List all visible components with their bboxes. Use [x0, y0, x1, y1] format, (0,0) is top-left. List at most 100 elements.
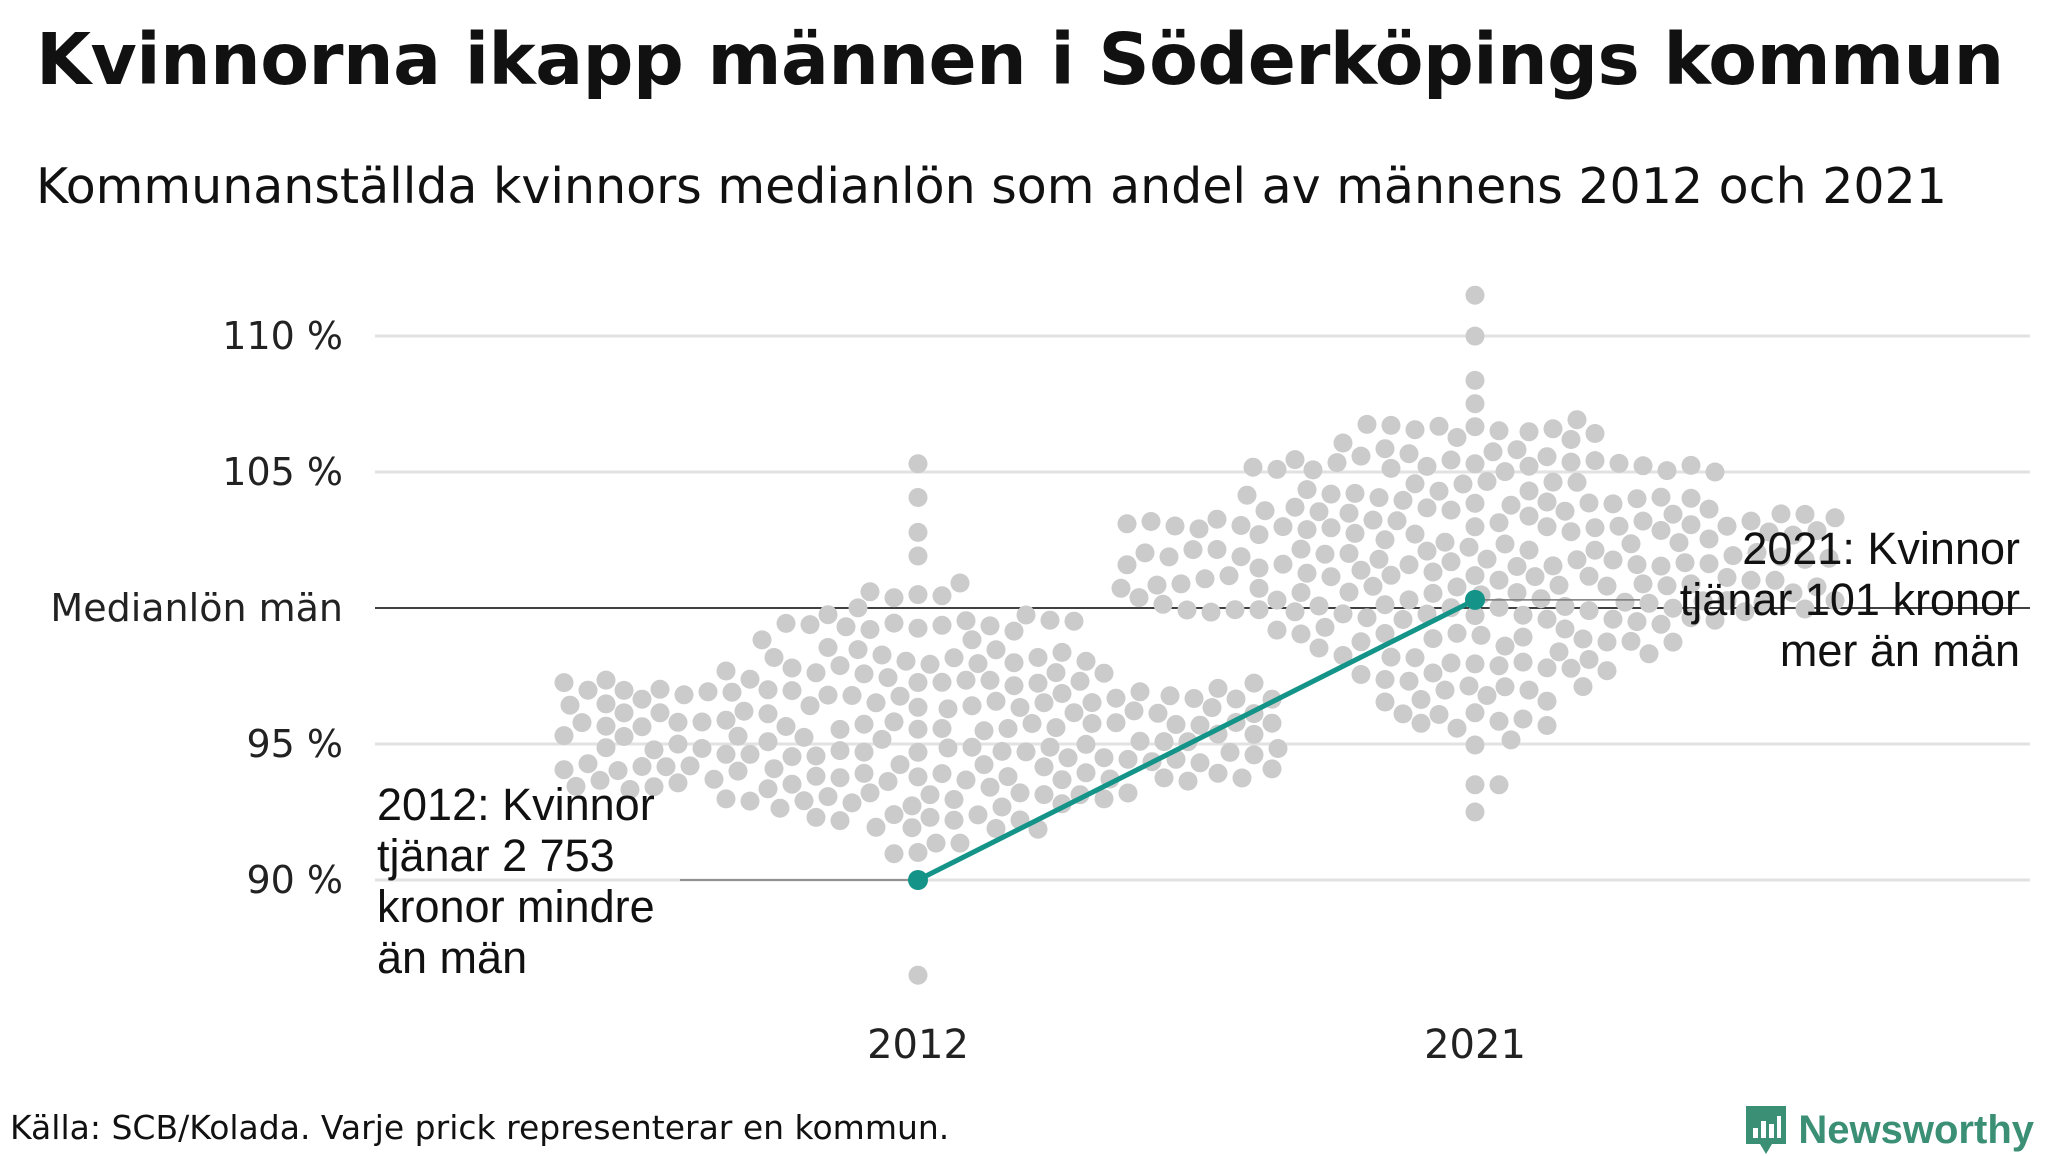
municipality-dot — [1148, 703, 1168, 723]
municipality-dot — [1243, 457, 1263, 477]
municipality-dot — [974, 721, 994, 741]
municipality-dot — [1046, 718, 1066, 738]
municipality-dot — [908, 719, 928, 739]
municipality-dot — [1321, 484, 1341, 504]
municipality-dot — [1627, 612, 1647, 632]
municipality-dot — [1681, 574, 1701, 594]
municipality-dot — [1465, 802, 1485, 822]
municipality-dot — [704, 769, 724, 789]
municipality-dot — [1771, 504, 1791, 524]
municipality-dot — [1399, 555, 1419, 575]
municipality-dot — [968, 805, 988, 825]
municipality-dots — [554, 285, 1845, 985]
municipality-dot — [1519, 506, 1539, 526]
municipality-dot — [1375, 624, 1395, 643]
municipality-dot — [1477, 472, 1497, 491]
municipality-dot — [716, 789, 736, 809]
municipality-dot — [668, 712, 688, 732]
municipality-dot — [1267, 620, 1287, 640]
municipality-dot — [1717, 591, 1737, 611]
municipality-dot — [1459, 676, 1479, 696]
municipality-dot — [1369, 549, 1389, 569]
x-axis-tick-labels: 2012 2021 — [867, 1022, 1526, 1068]
municipality-dot — [1285, 602, 1305, 622]
municipality-dot — [1016, 742, 1036, 762]
municipality-dot — [1609, 516, 1629, 536]
municipality-dot — [1495, 677, 1515, 697]
municipality-dot — [1327, 453, 1347, 473]
municipality-dot — [1603, 609, 1623, 629]
municipality-dot — [908, 843, 928, 862]
municipality-dot — [1375, 692, 1395, 712]
municipality-dot — [1423, 562, 1443, 582]
municipality-dot — [1741, 570, 1761, 590]
municipality-dot — [872, 729, 892, 749]
municipality-dot — [968, 654, 988, 674]
municipality-dot — [908, 965, 928, 985]
municipality-dot — [776, 613, 796, 633]
municipality-dot — [1489, 421, 1509, 441]
municipality-dot — [1465, 417, 1485, 437]
municipality-dot — [1165, 516, 1185, 536]
municipality-dot — [1094, 748, 1114, 768]
municipality-dot — [1177, 600, 1197, 620]
municipality-dot — [1393, 704, 1413, 724]
municipality-dot — [782, 774, 802, 794]
municipality-dot — [1417, 498, 1437, 518]
municipality-dot — [986, 691, 1006, 711]
municipality-dot — [908, 697, 928, 717]
municipality-dot — [1489, 775, 1509, 795]
municipality-dot — [998, 719, 1018, 738]
municipality-dot — [1807, 577, 1827, 597]
municipality-dot — [1513, 709, 1533, 729]
municipality-dot — [866, 693, 886, 713]
municipality-dot — [782, 681, 802, 701]
municipality-dot — [1046, 663, 1066, 683]
municipality-dot — [740, 791, 760, 811]
municipality-dot — [1585, 424, 1605, 443]
municipality-dot — [806, 663, 826, 683]
municipality-dot — [1465, 606, 1485, 626]
municipality-dot — [1465, 735, 1485, 755]
municipality-dot — [1609, 453, 1629, 473]
annotation-line: 2021: Kvinnor — [1742, 523, 2020, 574]
municipality-dot — [848, 598, 868, 618]
municipality-dot — [986, 819, 1006, 838]
municipality-dot — [1555, 619, 1575, 639]
municipality-dot — [656, 757, 676, 777]
municipality-dot — [1423, 583, 1443, 603]
municipality-dot — [1231, 547, 1251, 567]
municipality-dot — [1291, 624, 1311, 644]
municipality-dot — [674, 685, 694, 705]
annotations: 2021: Kvinnor tjänar 101 kronor mer än män… — [377, 523, 2020, 983]
municipality-dot — [1513, 605, 1533, 625]
municipality-dot — [1759, 522, 1779, 542]
municipality-dot — [1441, 500, 1461, 520]
municipality-dot — [1795, 549, 1815, 569]
municipality-dot — [1154, 732, 1174, 752]
municipality-dot — [1262, 713, 1282, 733]
municipality-dot — [1519, 456, 1539, 476]
municipality-dot — [1411, 690, 1431, 709]
municipality-dot — [1639, 593, 1659, 613]
municipality-dot — [1447, 623, 1467, 643]
municipality-dot — [1627, 489, 1647, 509]
municipality-dot — [1273, 554, 1293, 574]
municipality-dot — [1651, 556, 1671, 576]
municipality-dot — [1465, 703, 1485, 723]
municipality-dot — [908, 585, 928, 605]
municipality-dot — [1159, 547, 1179, 567]
municipality-dot — [1561, 522, 1581, 542]
municipality-dot — [1537, 609, 1557, 629]
municipality-dot — [650, 679, 670, 699]
municipality-dot — [1016, 605, 1036, 625]
municipality-dot — [1615, 592, 1635, 612]
municipality-dot — [1657, 576, 1677, 596]
municipality-dot — [1633, 511, 1653, 531]
municipality-dot — [1034, 785, 1054, 805]
municipality-dot — [836, 617, 856, 637]
municipality-dot — [722, 682, 742, 702]
municipality-dot — [1465, 566, 1485, 586]
municipality-dot — [1489, 597, 1509, 617]
municipality-dot — [1094, 789, 1114, 809]
